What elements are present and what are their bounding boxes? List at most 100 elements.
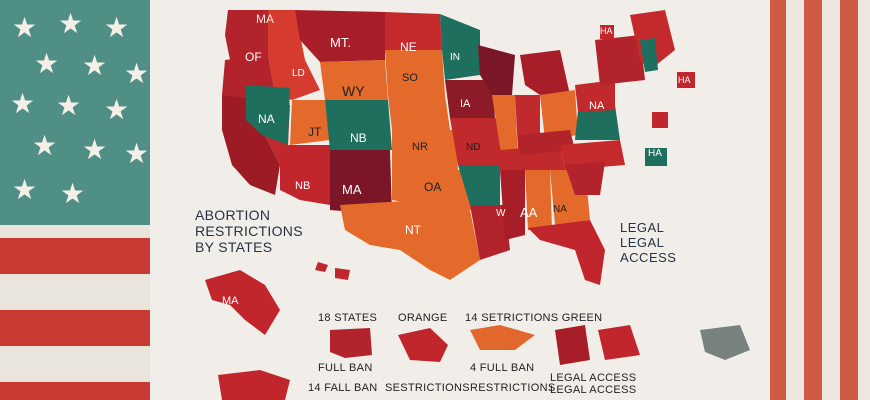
state-wi [478, 45, 515, 95]
state-label: NB [350, 131, 367, 145]
state-nd [385, 12, 442, 50]
state-label: IN [450, 52, 460, 63]
state-va [575, 105, 620, 140]
star-icon: ★ [32, 130, 58, 161]
state-mt [295, 10, 385, 62]
star-icon: ★ [104, 12, 130, 43]
state-mo [450, 118, 505, 165]
state-label: NA [589, 100, 605, 112]
state-ok [392, 170, 472, 210]
state-ne [388, 95, 450, 130]
state-label: SO [402, 72, 418, 84]
legal-line: LEGAL [620, 220, 665, 235]
state-mn [440, 14, 480, 80]
legend-map-swatch [218, 370, 290, 400]
hawaii-island [335, 268, 350, 280]
flag-canton: ★ ★ ★ ★ ★ ★ ★ ★ ★ ★ ★ ★ ★ ★ [0, 0, 160, 225]
legend-orange-swatch [470, 325, 535, 350]
state-id [268, 10, 320, 100]
state-vt [640, 38, 658, 72]
flag-background-right [760, 0, 870, 400]
state-label: WY [342, 83, 365, 99]
callout-marker [645, 148, 667, 166]
legend-green-swatch [555, 325, 590, 365]
legend-full-ban-swatch [330, 328, 372, 358]
state-ar [458, 165, 500, 205]
state-ut [290, 100, 330, 145]
state-label: W [496, 208, 506, 219]
callout-marker [652, 112, 668, 128]
state-la [470, 205, 510, 260]
legend-col3-b: RESTRICTIONS [470, 382, 556, 394]
state-nc [560, 140, 625, 170]
state-label: ND [466, 142, 481, 153]
state-label: HA [600, 26, 613, 36]
legend-col1-b: 14 FALL BAN [308, 382, 378, 394]
legal-access-label: LEGAL LEGAL ACCESS [620, 220, 676, 265]
state-az [280, 145, 330, 205]
legend-col3-a: 4 FULL BAN [470, 362, 535, 374]
state-il [492, 95, 518, 160]
legal-line: LEGAL [620, 235, 665, 250]
state-sc [565, 162, 605, 195]
title-line: RESTRICTIONS [195, 223, 303, 239]
state-label: JT [308, 125, 322, 139]
state-label: HA [678, 75, 691, 85]
map-title: ABORTION RESTRICTIONS BY STATES [195, 207, 303, 255]
state-label: OF [245, 50, 262, 64]
legend-col4-a: LEGAL ACCESS [550, 372, 637, 384]
state-label: HA [648, 148, 662, 159]
legend-col1-a: FULL BAN [318, 362, 373, 374]
flag-stripe [0, 238, 160, 274]
state-sd [385, 50, 445, 95]
state-label: IA [460, 98, 471, 110]
state-ak [205, 270, 280, 335]
star-icon: ★ [124, 58, 150, 89]
state-fl [528, 220, 605, 285]
state-pa [575, 80, 615, 112]
state-ks [392, 130, 458, 170]
legend-col3-head: 14 SETRICTIONS GREEN [465, 312, 603, 324]
legend-col1-head: 18 STATES [318, 312, 378, 324]
legend-col2-head: ORANGE [398, 312, 448, 324]
state-label: NA [553, 204, 567, 215]
callout-marker [600, 25, 614, 39]
star-icon: ★ [124, 138, 150, 169]
star-icon: ★ [82, 50, 108, 81]
state-ca [222, 95, 280, 195]
state-wy [320, 60, 388, 100]
title-line: BY STATES [195, 239, 273, 255]
state-nv-green [246, 85, 290, 145]
title-line: ABORTION [195, 207, 271, 223]
star-icon: ★ [58, 8, 84, 39]
state-label: MA [222, 295, 239, 307]
star-icon: ★ [60, 178, 86, 209]
legend-col4-b: LEGAL ACCESS [550, 384, 637, 396]
flag-stripe [0, 310, 160, 346]
state-label: NB [295, 180, 311, 192]
state-oh [540, 90, 578, 140]
state-mi [520, 50, 570, 95]
state-label: OA [424, 180, 442, 194]
state-tx [340, 200, 480, 280]
legal-line: ACCESS [620, 250, 677, 265]
state-label: LD [292, 68, 305, 79]
state-al [525, 170, 552, 230]
state-co [325, 100, 392, 150]
star-icon: ★ [10, 88, 36, 119]
state-label: NE [400, 40, 417, 54]
state-label: MA [342, 182, 362, 197]
star-icon: ★ [34, 48, 60, 79]
state-label: NT [405, 223, 421, 237]
star-icon: ★ [56, 90, 82, 121]
star-icon: ★ [12, 174, 38, 205]
star-icon: ★ [82, 134, 108, 165]
star-icon: ★ [12, 12, 38, 43]
star-icon: ★ [104, 94, 130, 125]
state-label: NR [412, 141, 428, 153]
state-nm [330, 150, 392, 215]
flag-stripe [804, 0, 822, 400]
legend-access-swatch [598, 325, 640, 360]
state-label: MA [256, 12, 274, 26]
